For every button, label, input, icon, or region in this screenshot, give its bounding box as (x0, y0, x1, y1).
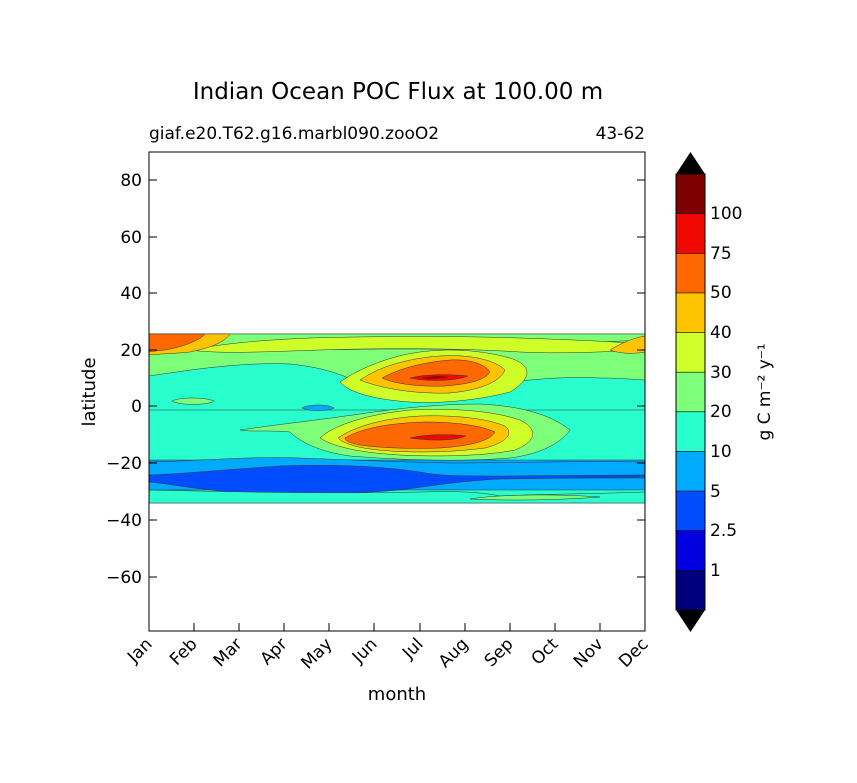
x-tick-label: Feb (166, 634, 201, 669)
colorbar-tick-label: 2.5 (710, 521, 737, 541)
colorbar-tick-label: 20 (710, 402, 732, 422)
x-tick-label: Sep (481, 634, 518, 671)
colorbar-tick-label: 75 (710, 244, 732, 264)
colorbar-segment (676, 292, 705, 333)
x-tick-label: Jul (398, 634, 427, 663)
colorbar-segment (676, 213, 705, 254)
x-tick-label: Aug (435, 634, 473, 672)
colorbar: 1 2.5 5 10 20 30 40 50 75 100 g C m⁻² y⁻… (675, 152, 775, 632)
colorbar-segment (676, 372, 705, 412)
contour-west-high-50-75 (149, 333, 206, 353)
south-max-50-75 (344, 421, 496, 449)
colorbar-ticks: 1 2.5 5 10 20 30 40 50 75 100 (710, 204, 742, 581)
contour-east-high (609, 335, 645, 354)
colorbar-extend-high (676, 152, 705, 174)
contour-south-20-30 (469, 494, 601, 501)
x-tick-label: Mar (210, 634, 247, 671)
colorbar-extend-low (676, 610, 705, 632)
north-max-50-75 (381, 359, 491, 387)
colorbar-segments (676, 174, 705, 610)
north-max-100plus (422, 376, 448, 379)
y-tick-label: 60 (120, 228, 142, 248)
contour-top-30-40 (189, 336, 645, 354)
y-tick-label: 20 (120, 341, 142, 361)
south-max-75-100 (409, 434, 467, 441)
colorbar-frame (675, 173, 706, 611)
x-axis-label: month (368, 684, 426, 705)
x-tick-label: May (298, 634, 337, 673)
y-axis-label: latitude (79, 357, 100, 426)
plot-frame (148, 151, 646, 632)
y-axis: 80 60 40 20 0 −20 −40 −60 (106, 171, 645, 588)
contour-5-10-patch (301, 404, 335, 411)
chart-title: Indian Ocean POC Flux at 100.00 m (193, 79, 603, 105)
y-tick-label: 80 (120, 171, 142, 191)
colorbar-tick-label: 100 (710, 204, 742, 224)
x-tick-label: Dec (615, 634, 652, 671)
colorbar-tick-label: 40 (710, 323, 732, 343)
colorbar-segment (676, 451, 705, 492)
contour-field (149, 333, 645, 504)
y-tick-label: −40 (106, 511, 142, 531)
colorbar-segment (676, 491, 705, 531)
colorbar-segment (676, 570, 705, 610)
x-tick-label: Apr (257, 634, 292, 669)
colorbar-tick-label: 10 (710, 442, 732, 462)
colorbar-segment (676, 530, 705, 571)
chart-subtitle-right: 43-62 (596, 124, 645, 144)
y-tick-label: −20 (106, 454, 142, 474)
x-tick-label: Jun (348, 634, 382, 668)
y-tick-label: 40 (120, 284, 142, 304)
colorbar-tick-label: 5 (710, 482, 721, 502)
colorbar-tick-label: 50 (710, 283, 732, 303)
x-tick-label: Oct (528, 634, 563, 669)
colorbar-segment (676, 174, 705, 214)
x-tick-label: Nov (570, 634, 608, 672)
colorbar-tick-label: 1 (710, 561, 721, 581)
y-tick-label: 0 (131, 397, 142, 417)
colorbar-label: g C m⁻² y⁻¹ (755, 343, 775, 440)
colorbar-tick-label: 30 (710, 363, 732, 383)
colorbar-segment (676, 411, 705, 452)
plot-area: 80 60 40 20 0 −20 −40 −60 (79, 151, 653, 705)
colorbar-segment (676, 253, 705, 293)
x-tick-label: Jan (123, 634, 156, 667)
chart-subtitle-left: giaf.e20.T62.g16.marbl090.zooO2 (149, 124, 439, 144)
colorbar-segment (676, 332, 705, 373)
contour-20-30-patch-a (171, 397, 215, 405)
y-tick-label: −60 (106, 568, 142, 588)
